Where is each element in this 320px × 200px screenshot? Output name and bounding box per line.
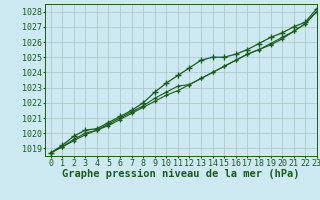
X-axis label: Graphe pression niveau de la mer (hPa): Graphe pression niveau de la mer (hPa) xyxy=(62,169,300,179)
